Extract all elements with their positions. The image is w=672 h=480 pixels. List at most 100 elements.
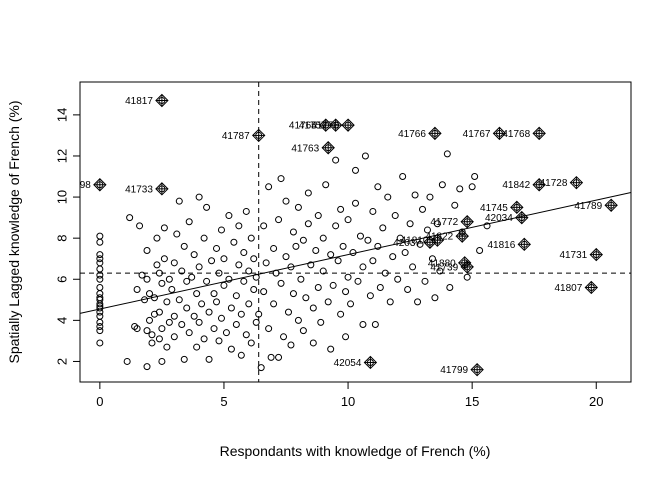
data-point xyxy=(344,273,352,281)
data-point xyxy=(245,267,253,275)
data-point xyxy=(200,234,208,242)
data-point xyxy=(277,279,285,287)
data-point xyxy=(456,185,464,193)
data-point xyxy=(123,357,131,365)
influential-point: 42054 xyxy=(334,355,378,370)
data-point xyxy=(245,300,253,308)
data-point xyxy=(396,234,404,242)
data-point xyxy=(369,257,377,265)
data-point xyxy=(394,275,402,283)
data-point xyxy=(332,156,340,164)
data-point xyxy=(324,298,332,306)
data-point xyxy=(337,205,345,213)
data-point xyxy=(344,216,352,224)
data-point xyxy=(451,201,459,209)
data-point xyxy=(232,292,240,300)
data-point xyxy=(220,255,228,263)
data-point xyxy=(260,288,268,296)
data-point xyxy=(354,277,362,285)
data-point xyxy=(225,275,233,283)
data-point xyxy=(170,333,178,341)
data-point xyxy=(284,308,292,316)
influential-point: 41765 xyxy=(289,118,333,132)
data-point xyxy=(463,273,471,281)
x-tick-label: 20 xyxy=(589,394,603,409)
influential-point-label: 41765 xyxy=(289,121,317,132)
data-point xyxy=(366,292,374,300)
influential-point: 41745 xyxy=(480,200,524,215)
y-tick-label: 6 xyxy=(54,276,69,283)
data-point xyxy=(252,273,260,281)
data-point xyxy=(185,218,193,226)
data-point xyxy=(280,333,288,341)
influential-point: 41817 xyxy=(125,93,169,108)
data-point xyxy=(168,286,176,294)
data-point xyxy=(205,308,213,316)
data-point xyxy=(471,173,479,181)
data-point xyxy=(436,267,444,275)
data-point xyxy=(384,193,392,201)
data-point xyxy=(376,283,384,291)
x-axis-title: Respondants with knowledge of French (%) xyxy=(220,443,491,459)
data-point xyxy=(379,224,387,232)
data-point xyxy=(96,290,104,298)
data-point xyxy=(225,212,233,220)
data-point xyxy=(476,246,484,254)
data-point xyxy=(126,214,134,222)
data-point xyxy=(160,224,168,232)
data-point xyxy=(374,183,382,191)
influential-point-label: 41810 xyxy=(401,236,429,247)
influential-point-label: 41766 xyxy=(398,129,426,140)
data-point xyxy=(193,290,201,298)
data-point xyxy=(292,242,300,250)
data-point xyxy=(143,363,151,371)
data-point xyxy=(349,249,357,257)
data-point xyxy=(262,259,270,267)
influential-point-label: 41733 xyxy=(125,184,153,195)
influential-point: 41767 xyxy=(463,126,507,141)
data-point xyxy=(381,269,389,277)
data-point xyxy=(138,271,146,279)
data-point xyxy=(96,232,104,240)
data-point xyxy=(96,327,104,335)
data-point xyxy=(361,152,369,160)
data-point xyxy=(148,339,156,347)
data-point xyxy=(294,203,302,211)
data-point xyxy=(232,320,240,328)
data-point xyxy=(195,318,203,326)
data-point xyxy=(265,183,273,191)
influential-point: 41766 xyxy=(398,126,442,141)
data-point xyxy=(180,355,188,363)
y-axis-title: Spatially Lagged knowledge of French (%) xyxy=(6,100,22,363)
data-point xyxy=(153,261,161,269)
data-point xyxy=(272,269,280,277)
influential-point: 41822 xyxy=(425,229,469,243)
data-point xyxy=(220,281,228,289)
data-point xyxy=(468,183,476,191)
data-point xyxy=(389,253,397,261)
data-point xyxy=(148,331,156,339)
influential-point-label: 42037 xyxy=(393,238,421,249)
influential-point-label: 41739 xyxy=(430,262,458,273)
data-point xyxy=(178,320,186,328)
data-point xyxy=(217,314,225,322)
data-point xyxy=(416,240,424,248)
data-point xyxy=(287,341,295,349)
influential-point-label: 41745 xyxy=(480,203,508,214)
data-point xyxy=(443,150,451,158)
x-tick-label: 10 xyxy=(341,394,355,409)
data-point xyxy=(230,238,238,246)
data-point xyxy=(329,281,337,289)
data-point xyxy=(359,320,367,328)
data-point xyxy=(136,222,144,230)
data-point xyxy=(96,323,104,331)
data-point xyxy=(327,345,335,353)
data-point xyxy=(96,283,104,291)
data-point xyxy=(297,275,305,283)
y-tick-label: 12 xyxy=(54,149,69,163)
data-point xyxy=(371,320,379,328)
influential-point: 41731 xyxy=(559,247,603,262)
influential-point-label: 41763 xyxy=(291,143,319,154)
data-point xyxy=(304,189,312,197)
